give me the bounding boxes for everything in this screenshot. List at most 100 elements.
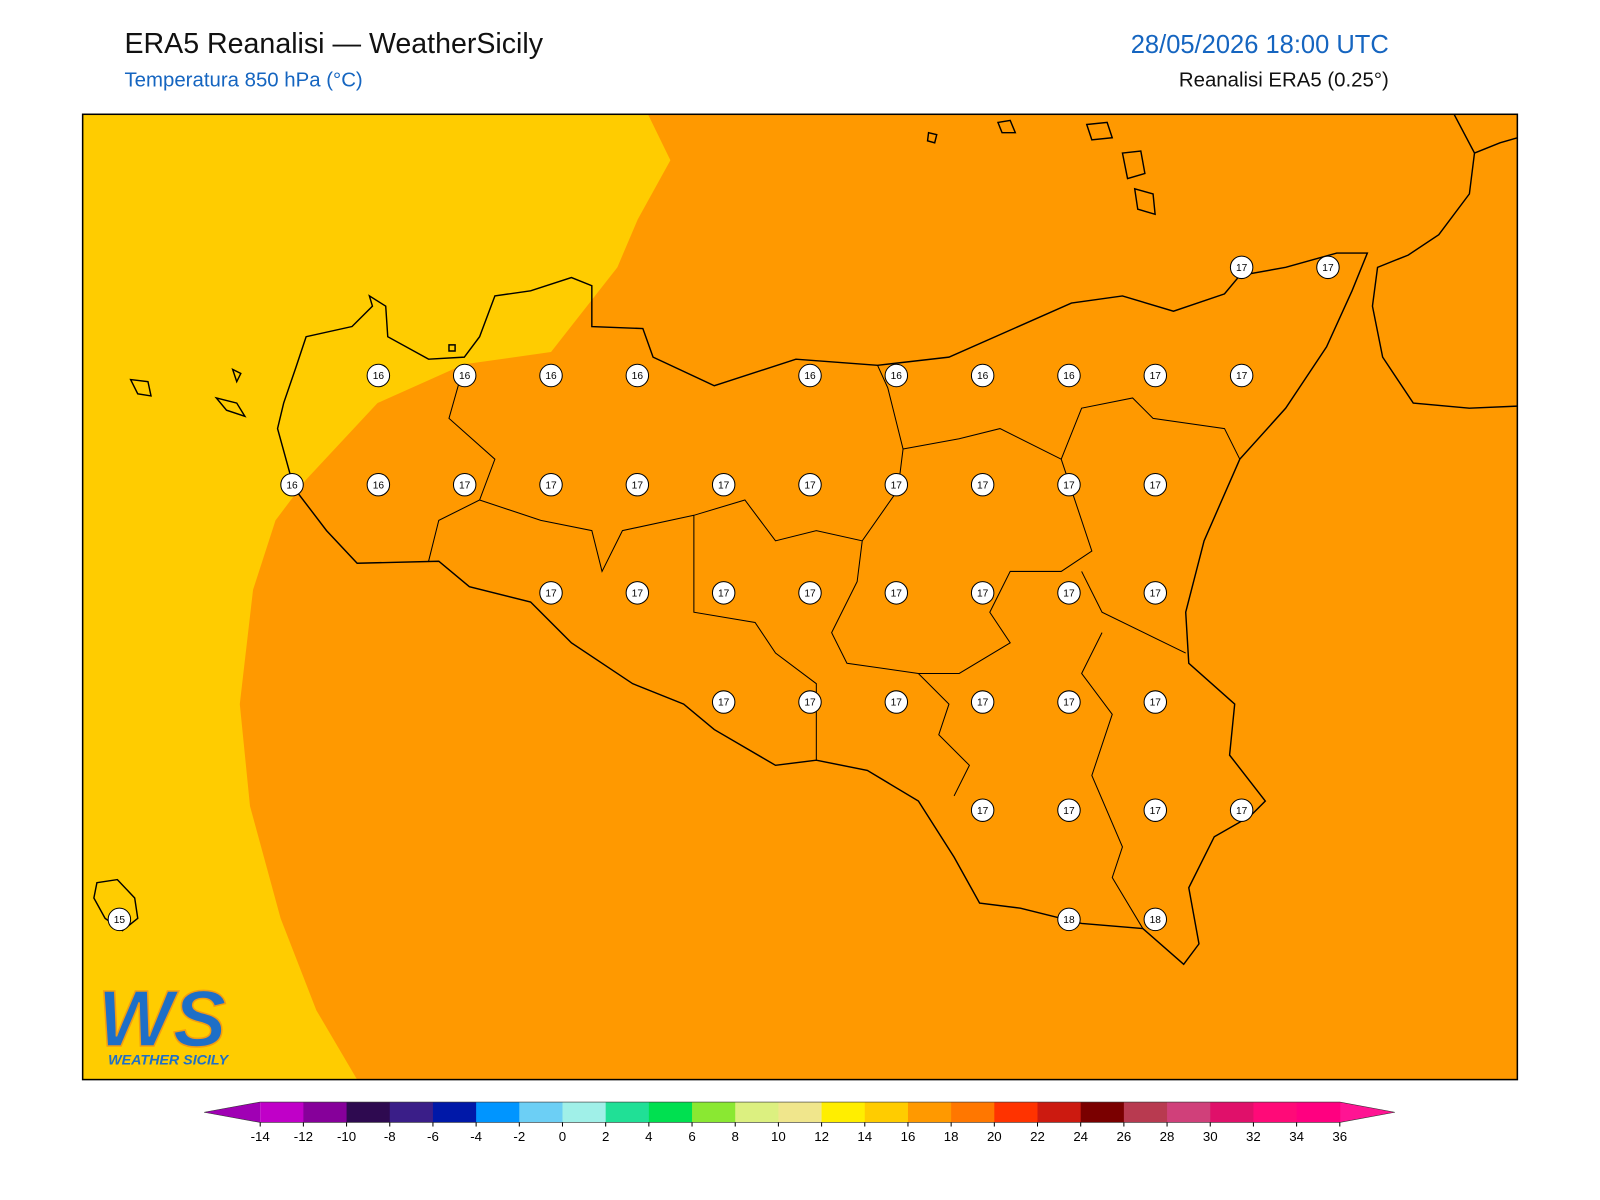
- colorbar-tick-label: 10: [771, 1129, 786, 1144]
- colorbar-tick-label: 12: [814, 1129, 829, 1144]
- colorbar-box: [1037, 1102, 1082, 1123]
- station-value: 17: [977, 480, 989, 491]
- station-circle: [539, 581, 563, 605]
- station-value: 17: [1063, 588, 1075, 599]
- sicily-coast: [276, 252, 1369, 966]
- station-circle: [1143, 363, 1168, 388]
- colorbar-tick-label: -8: [384, 1129, 396, 1144]
- station-value: 17: [1236, 263, 1248, 274]
- colorbar-box: [1080, 1102, 1125, 1123]
- colorbar-box: [432, 1102, 477, 1123]
- station-value: 17: [1322, 263, 1334, 274]
- colorbar-tick-label: -6: [427, 1129, 439, 1144]
- station-value: 16: [373, 480, 385, 491]
- station-value: 17: [891, 698, 903, 709]
- station-circle: [1229, 798, 1254, 822]
- colorbar-tick-label: 4: [645, 1129, 652, 1144]
- colorbar-tick-label: 20: [987, 1129, 1002, 1144]
- station-circle: [798, 581, 822, 605]
- station-value: 17: [718, 698, 730, 709]
- station-circle: [970, 363, 995, 388]
- station-circle: [884, 690, 909, 714]
- aeolian-islands: [926, 119, 1156, 216]
- colorbar-box: [692, 1102, 736, 1123]
- station-circle: [1229, 255, 1254, 280]
- station-circle: [1143, 907, 1168, 932]
- colorbar-tick-label: 34: [1289, 1129, 1304, 1144]
- egadi-islands: [129, 367, 247, 418]
- station-circle: [1143, 581, 1168, 605]
- station-value: 17: [1150, 698, 1162, 709]
- station-circle: [1057, 581, 1081, 605]
- station-circle: [539, 472, 563, 497]
- colorbar-over: [1339, 1102, 1395, 1123]
- station-value: 17: [545, 480, 557, 491]
- station-circle: [1143, 472, 1168, 497]
- coastlines: [93, 114, 1518, 966]
- colorbar-box: [260, 1102, 304, 1123]
- colorbar-under: [204, 1102, 261, 1123]
- colorbar-box: [1210, 1102, 1254, 1123]
- ustica: [448, 344, 456, 352]
- colorbar-tick-label: 26: [1117, 1129, 1132, 1144]
- station-markers: 17 17 16 16 16 16 16 16 16 16 17 17 16 16 17 17 17 17 17 17…: [107, 255, 1340, 932]
- station-value: 16: [545, 371, 557, 382]
- colorbar-box: [303, 1102, 348, 1123]
- station-circle: [366, 472, 391, 497]
- station-circle: [625, 472, 650, 497]
- station-value: 17: [718, 588, 730, 599]
- colorbar-box: [778, 1102, 823, 1123]
- colorbar-tick-label: 8: [732, 1129, 739, 1144]
- colorbar-tick-label: 2: [602, 1129, 609, 1144]
- colorbar-tick-label: 30: [1203, 1129, 1218, 1144]
- map-area: 17 17 16 16 16 16 16 16 16 16 17 17 16 16 17 17 17 17 17 17…: [81, 113, 1519, 1081]
- station-circle: [711, 690, 736, 714]
- station-value: 17: [1150, 806, 1162, 817]
- calabria-coast: [1371, 114, 1518, 409]
- colorbar-box: [562, 1102, 607, 1123]
- logo: WS WEATHER SICILY: [97, 973, 229, 1068]
- station-value: 17: [891, 480, 903, 491]
- station-value: 16: [373, 371, 385, 382]
- station-value: 17: [1150, 480, 1162, 491]
- station-value: 16: [1063, 371, 1075, 382]
- station-value: 17: [1063, 480, 1075, 491]
- colorbar-tick-label: 6: [688, 1129, 695, 1144]
- station-circle: [107, 907, 132, 932]
- colorbar-tick-label: 0: [559, 1129, 566, 1144]
- subtitle: Temperatura 850 hPa (°C): [124, 70, 362, 92]
- station-value: 17: [1063, 698, 1075, 709]
- colorbar-box: [648, 1102, 693, 1123]
- datetime: 28/05/2026 18:00 UTC: [1131, 31, 1389, 59]
- title: ERA5 Reanalisi — WeatherSicily: [124, 28, 543, 60]
- station-circle: [970, 798, 995, 822]
- station-circle: [366, 363, 391, 388]
- station-value: 17: [977, 588, 989, 599]
- map-frame: [81, 113, 1519, 1081]
- logo-text: WEATHER SICILY: [108, 1052, 229, 1068]
- station-circle: [1057, 472, 1081, 497]
- station-circle: [1057, 363, 1081, 388]
- station-circle: [1229, 363, 1254, 388]
- station-circle: [884, 363, 909, 388]
- station-circle: [970, 690, 995, 714]
- colorbar-box: [864, 1102, 909, 1123]
- station-value: 17: [891, 588, 903, 599]
- colorbar-tick-label: 36: [1332, 1129, 1347, 1144]
- station-circle: [280, 472, 304, 497]
- colorbar-box: [1253, 1102, 1298, 1123]
- station-value: 17: [804, 698, 816, 709]
- station-circle: [711, 581, 736, 605]
- colorbar: -14 -12 -10 -8 -6 -4 -2 0 2 4 6 8 10 12 14 16 18 20 22 24 26…: [204, 1101, 1395, 1144]
- station-value: 17: [1150, 588, 1162, 599]
- station-circle: [884, 472, 909, 497]
- station-value: 17: [718, 480, 730, 491]
- station-value: 18: [1063, 915, 1075, 926]
- station-value: 17: [1236, 806, 1248, 817]
- station-circle: [1143, 690, 1168, 714]
- source: Reanalisi ERA5 (0.25°): [1179, 70, 1389, 92]
- colorbar-tick-label: 32: [1246, 1129, 1261, 1144]
- station-circle: [452, 472, 477, 497]
- station-circle: [970, 581, 995, 605]
